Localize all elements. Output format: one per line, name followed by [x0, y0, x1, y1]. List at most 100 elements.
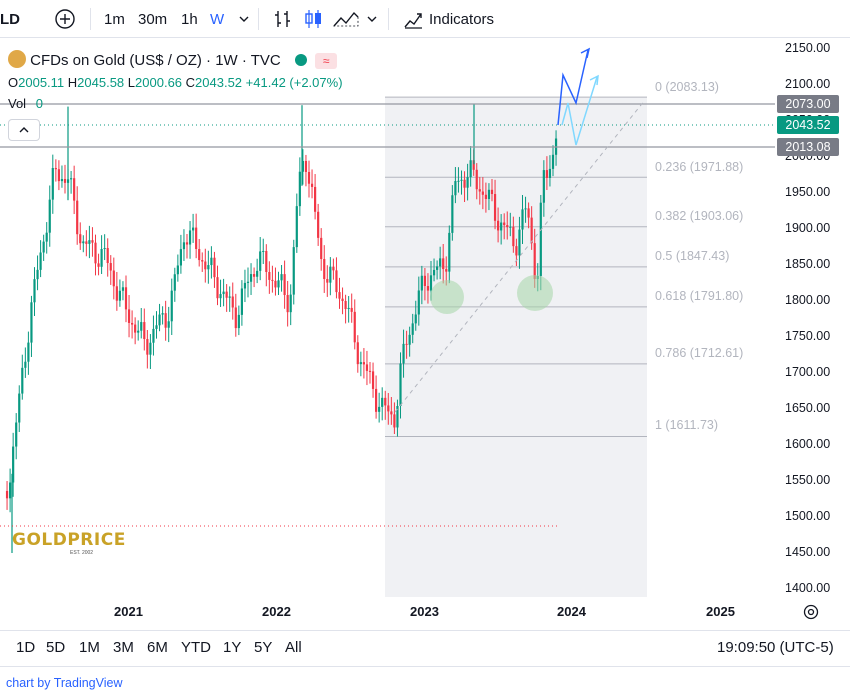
price-tag-top: 2073.00	[777, 95, 839, 113]
indicators-button[interactable]: Indicators	[402, 0, 494, 38]
bottom-toolbar: 1D 5D 1M 3M 6M YTD 1Y 5Y All 19:09:50 (U…	[0, 630, 850, 666]
price-tick: 1650.00	[785, 401, 831, 415]
candle-body	[237, 314, 240, 329]
candle-body	[390, 411, 393, 415]
candle-body	[207, 265, 210, 270]
candle-body	[292, 247, 295, 295]
candle-body	[457, 180, 460, 182]
candle-body	[124, 287, 128, 310]
candle-body	[15, 422, 18, 447]
candle-body	[204, 261, 207, 270]
candle-body	[533, 243, 536, 279]
candle-body	[137, 330, 140, 333]
candle-body	[39, 252, 42, 270]
range-5y[interactable]: 5Y	[254, 639, 273, 656]
time-tick-2023: 2023	[410, 604, 439, 619]
interval-30m[interactable]: 30m	[138, 10, 168, 28]
vol-label: Vol	[8, 96, 27, 111]
candle-body	[12, 446, 15, 483]
projection-arrow-alt[interactable]	[561, 76, 598, 146]
candle-body	[384, 397, 387, 406]
candle-body	[243, 282, 247, 289]
trend-line[interactable]	[394, 99, 646, 413]
collapse-legend-button[interactable]	[8, 119, 40, 141]
price-tick: 1750.00	[785, 329, 831, 343]
candle-body	[121, 287, 125, 291]
candle-body	[426, 286, 430, 291]
interval-w[interactable]: W	[210, 10, 225, 28]
close-label: C	[185, 75, 196, 90]
price-tick: 1900.00	[785, 221, 831, 235]
interval-1m[interactable]: 1m	[104, 10, 125, 28]
candle-body	[231, 296, 234, 308]
candle-body	[127, 309, 131, 323]
candle-body	[439, 258, 442, 267]
candle-body	[402, 343, 405, 364]
candle-body	[493, 194, 497, 221]
interval-dropdown[interactable]	[238, 0, 250, 38]
candle-body	[368, 370, 372, 372]
candle-body	[359, 362, 362, 365]
candle-body	[182, 242, 186, 250]
candle-body	[213, 257, 216, 278]
range-all[interactable]: All	[285, 639, 302, 656]
candles-style-button[interactable]	[302, 0, 324, 38]
fib-label-0: 0 (2083.13)	[655, 80, 719, 94]
legend-title: CFDs on Gold (US$ / OZ) · 1W · TVC	[30, 52, 281, 69]
range-5d[interactable]: 5D	[46, 639, 66, 656]
market-open-icon	[294, 54, 307, 66]
style-dropdown[interactable]	[366, 0, 378, 38]
candle-body	[442, 258, 445, 270]
area-style-button[interactable]	[332, 0, 360, 38]
tradingview-attribution[interactable]: chart by TradingView	[6, 676, 123, 690]
candle-body	[48, 199, 51, 233]
candle-body	[500, 222, 503, 231]
symbol-name[interactable]: LD	[0, 10, 20, 28]
chart-legend: CFDs on Gold (US$ / OZ) · 1W · TVC ≈	[8, 50, 338, 69]
candle-body	[387, 405, 390, 412]
candle-body	[262, 250, 265, 252]
candle-body	[173, 274, 176, 291]
chart-settings-button[interactable]	[802, 603, 820, 626]
price-tick: 1700.00	[785, 365, 831, 379]
candle-body	[45, 232, 48, 242]
candle-body	[371, 371, 375, 389]
range-6m[interactable]: 6M	[147, 639, 168, 656]
candle-body	[195, 227, 198, 250]
bars-style-button[interactable]	[272, 0, 294, 38]
range-ytd[interactable]: YTD	[181, 639, 211, 656]
arrow-head	[589, 74, 599, 86]
candle-body	[265, 250, 268, 273]
open-value: 2005.11	[18, 75, 65, 90]
candle-body	[326, 279, 329, 283]
fib-label-05: 0.5 (1847.43)	[655, 249, 730, 263]
projection-arrow-bullish[interactable]	[557, 49, 589, 126]
candle-body	[362, 362, 365, 365]
candle-body	[393, 414, 396, 428]
compare-add-button[interactable]	[54, 0, 76, 38]
double-bottom-marker[interactable]	[430, 280, 464, 314]
double-bottom-marker[interactable]	[517, 275, 553, 311]
candle-body	[57, 169, 60, 182]
interval-1h[interactable]: 1h	[181, 10, 198, 28]
clock-timezone[interactable]: 19:09:50 (UTC-5)	[717, 639, 834, 656]
range-3m[interactable]: 3M	[113, 639, 134, 656]
price-chart[interactable]	[0, 0, 850, 630]
candle-body	[63, 179, 67, 183]
open-label: O	[8, 75, 19, 90]
range-1d[interactable]: 1D	[16, 639, 36, 656]
candle-body	[298, 171, 301, 207]
candle-body	[246, 281, 250, 283]
candle-body	[216, 277, 219, 299]
candle-body	[451, 195, 454, 233]
candle-body	[310, 183, 314, 187]
candle-body	[548, 168, 552, 178]
range-1y[interactable]: 1Y	[223, 639, 242, 656]
settlement-icon[interactable]: ≈	[315, 53, 338, 69]
candle-body	[506, 225, 509, 228]
candle-body	[219, 294, 222, 299]
range-1m[interactable]: 1M	[79, 639, 100, 656]
candle-body	[490, 189, 494, 195]
candle-body	[530, 217, 533, 244]
candle-body	[253, 274, 256, 277]
